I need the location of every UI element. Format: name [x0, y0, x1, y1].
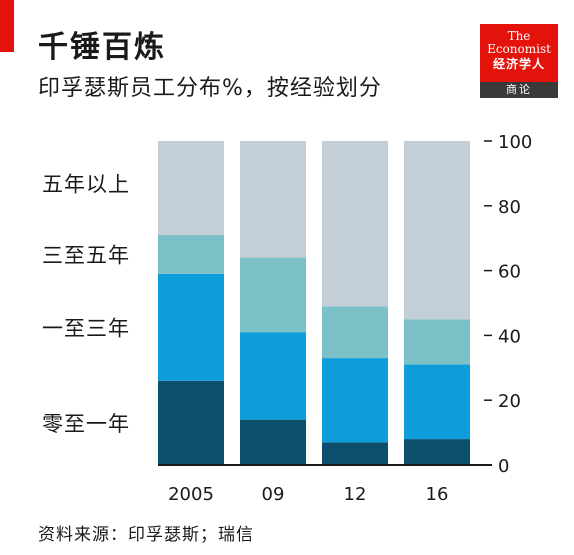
bar-2005-series-3	[158, 141, 224, 235]
bar-16-series-0	[404, 439, 470, 465]
y-tick-label-100: 100	[498, 132, 532, 153]
y-tick-label-60: 60	[498, 262, 521, 283]
bar-09-series-1	[240, 332, 306, 420]
legend-label-series-0: 零至一年	[42, 412, 130, 436]
y-tick-label-40: 40	[498, 326, 521, 347]
x-tick-label-2005: 2005	[168, 484, 214, 505]
bar-09-series-3	[240, 141, 306, 258]
bar-12-series-3	[322, 141, 388, 307]
logo-line-the: The	[507, 29, 531, 43]
bar-16-series-3	[404, 141, 470, 320]
source-note: 资料来源：印孚瑟斯；瑞信	[38, 525, 254, 545]
y-tick-label-0: 0	[498, 456, 509, 477]
y-tick-label-80: 80	[498, 197, 521, 218]
y-tick-label-20: 20	[498, 391, 521, 412]
chart-title: 千锤百炼	[38, 30, 166, 65]
bar-12-series-1	[322, 358, 388, 443]
bar-16-series-1	[404, 364, 470, 440]
x-tick-label-09: 09	[262, 484, 285, 505]
legend-label-series-1: 一至三年	[42, 316, 130, 340]
bar-2005-series-0	[158, 380, 224, 465]
bar-09-series-2	[240, 257, 306, 333]
bar-12-series-0	[322, 442, 388, 465]
bar-16-series-2	[404, 319, 470, 365]
logo-line-chinese: 经济学人	[492, 57, 545, 71]
logo-line-shanglun: 商论	[480, 82, 558, 98]
x-tick-label-12: 12	[344, 484, 367, 505]
x-tick-label-16: 16	[426, 484, 449, 505]
accent-bar	[0, 0, 14, 52]
logo-line-economist: Economist	[487, 42, 551, 56]
chart-subtitle: 印孚瑟斯员工分布%，按经验划分	[38, 76, 382, 101]
bar-2005-series-2	[158, 234, 224, 274]
bar-09-series-0	[240, 419, 306, 465]
legend-label-series-3: 五年以上	[42, 172, 130, 196]
economist-logo: The Economist 经济学人 商论	[480, 24, 558, 98]
legend-label-series-2: 三至五年	[42, 243, 130, 267]
bar-2005-series-1	[158, 273, 224, 381]
bar-12-series-2	[322, 306, 388, 359]
